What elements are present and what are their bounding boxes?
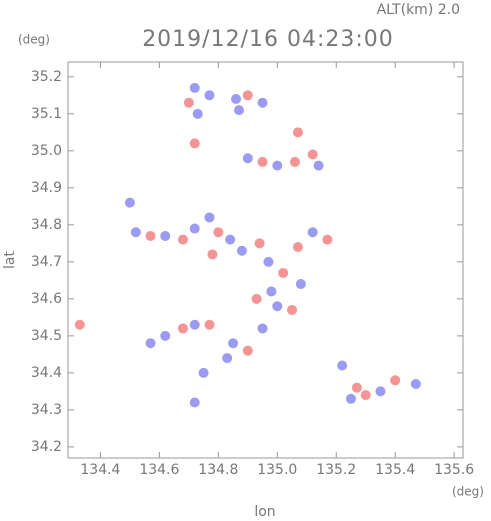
echo-point bbox=[189, 138, 200, 149]
echo-point bbox=[272, 301, 283, 312]
echo-point bbox=[225, 234, 236, 245]
echo-point bbox=[322, 234, 333, 245]
echo-point bbox=[189, 397, 200, 408]
echo-point bbox=[74, 319, 85, 330]
x-tick-label: 135.0 bbox=[257, 462, 297, 478]
echo-point bbox=[289, 156, 300, 167]
y-tick-label: 34.7 bbox=[31, 254, 62, 270]
echo-point bbox=[242, 345, 253, 356]
echo-point bbox=[160, 330, 171, 341]
echo-point bbox=[207, 249, 218, 260]
x-tick-label: 134.6 bbox=[139, 462, 179, 478]
echo-point bbox=[292, 242, 303, 253]
y-tick-label: 35.2 bbox=[31, 69, 62, 85]
y-tick-label: 35.0 bbox=[31, 143, 62, 159]
echo-point bbox=[263, 256, 274, 267]
echo-point bbox=[189, 82, 200, 93]
echo-point bbox=[228, 338, 239, 349]
x-unit: (deg) bbox=[452, 485, 484, 499]
echo-point bbox=[292, 127, 303, 138]
chart-title: 2019/12/16 04:23:00 bbox=[142, 27, 394, 52]
echo-point bbox=[278, 267, 289, 278]
y-tick-label: 34.5 bbox=[31, 328, 62, 344]
echo-point bbox=[345, 393, 356, 404]
echo-point bbox=[360, 390, 371, 401]
echo-point bbox=[204, 212, 215, 223]
chart-subtitle: ALT(km) 2.0 bbox=[377, 2, 460, 18]
echo-point bbox=[257, 323, 268, 334]
echo-point bbox=[307, 227, 318, 238]
echo-point bbox=[189, 223, 200, 234]
echo-point bbox=[189, 319, 200, 330]
y-tick-label: 34.3 bbox=[31, 402, 62, 418]
x-tick-label: 135.2 bbox=[316, 462, 356, 478]
echo-point bbox=[204, 90, 215, 101]
echo-point bbox=[242, 153, 253, 164]
echo-point bbox=[257, 97, 268, 108]
echo-point bbox=[287, 304, 298, 315]
echo-point bbox=[213, 227, 224, 238]
echo-point bbox=[410, 378, 421, 389]
echo-point bbox=[251, 293, 262, 304]
echo-point bbox=[192, 108, 203, 119]
y-tick-label: 34.2 bbox=[31, 439, 62, 455]
echo-point bbox=[130, 227, 141, 238]
echo-point bbox=[254, 238, 265, 249]
echo-point bbox=[351, 382, 362, 393]
echo-point bbox=[183, 97, 194, 108]
x-tick-label: 134.4 bbox=[80, 462, 120, 478]
echo-point bbox=[160, 230, 171, 241]
echo-point bbox=[272, 160, 283, 171]
echo-point bbox=[177, 234, 188, 245]
echo-point bbox=[337, 360, 348, 371]
x-tick-label: 135.4 bbox=[375, 462, 415, 478]
echo-point bbox=[375, 386, 386, 397]
echo-point bbox=[242, 90, 253, 101]
y-tick-label: 34.4 bbox=[31, 365, 62, 381]
x-tick-label: 134.8 bbox=[198, 462, 238, 478]
echo-point bbox=[145, 230, 156, 241]
echo-point bbox=[236, 245, 247, 256]
x-axis-label: lon bbox=[254, 504, 275, 520]
echo-point bbox=[313, 160, 324, 171]
echo-point bbox=[266, 286, 277, 297]
echo-point bbox=[177, 323, 188, 334]
echo-point bbox=[198, 367, 209, 378]
echo-point bbox=[390, 375, 401, 386]
echo-point bbox=[124, 197, 135, 208]
echo-point bbox=[257, 156, 268, 167]
y-unit: (deg) bbox=[18, 33, 50, 47]
y-tick-label: 35.1 bbox=[31, 106, 62, 122]
y-tick-label: 34.9 bbox=[31, 180, 62, 196]
echo-point bbox=[222, 353, 233, 364]
echo-point bbox=[204, 319, 215, 330]
y-tick-label: 34.8 bbox=[31, 217, 62, 233]
y-tick-label: 34.6 bbox=[31, 291, 62, 307]
x-tick-label: 135.6 bbox=[434, 462, 474, 478]
echo-point bbox=[307, 149, 318, 160]
echo-point bbox=[233, 105, 244, 116]
echo-point bbox=[145, 338, 156, 349]
plot-frame bbox=[67, 61, 464, 459]
echo-point bbox=[295, 279, 306, 290]
echo-point bbox=[231, 94, 242, 105]
y-axis-label: lat bbox=[2, 251, 18, 269]
